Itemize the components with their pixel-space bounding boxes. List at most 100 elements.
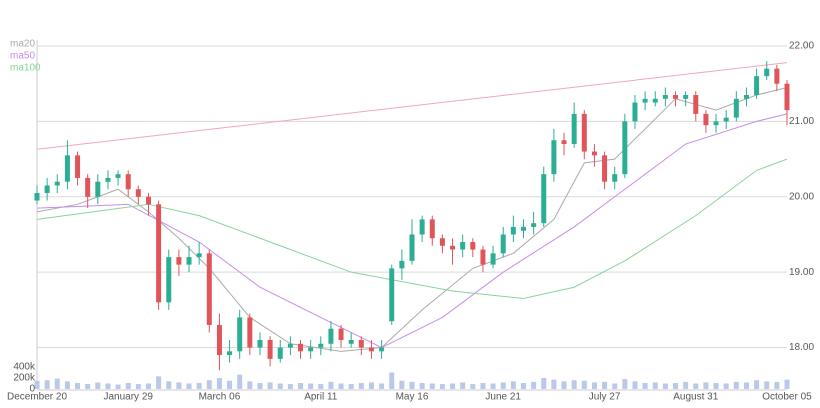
candle-body	[135, 189, 141, 197]
candle-body	[490, 253, 496, 265]
volume-bar	[186, 383, 192, 389]
volume-bar	[673, 382, 679, 389]
legend-entry: ma100	[10, 63, 41, 74]
candle-body	[206, 253, 212, 325]
volume-bar	[510, 381, 516, 389]
candle-body	[75, 155, 81, 178]
candle-body	[145, 196, 151, 205]
volume-bar	[368, 382, 374, 389]
candle-body	[267, 340, 273, 359]
candle-body	[176, 257, 182, 265]
trendline	[36, 62, 788, 150]
volume-bar	[338, 383, 344, 389]
volume-bar	[298, 382, 304, 389]
candle-body	[591, 151, 597, 156]
volume-bar	[176, 382, 182, 389]
candle-body	[500, 234, 506, 254]
candle-body	[64, 155, 70, 182]
candle-body	[743, 95, 749, 99]
volume-bar	[460, 382, 466, 389]
volume-bar	[419, 382, 425, 389]
candle-body	[216, 324, 222, 356]
volume-bar	[703, 382, 709, 389]
volume-bar	[399, 380, 405, 389]
y-tick-label: 21.00	[789, 116, 814, 127]
candle-body	[409, 234, 415, 261]
candle-body	[166, 257, 172, 303]
candle-body	[85, 177, 91, 197]
volume-bar	[551, 379, 557, 389]
volume-bar	[348, 384, 354, 389]
candle-body	[541, 174, 547, 224]
candle-body	[602, 155, 608, 182]
volume-bar	[642, 382, 648, 389]
volume-bar	[429, 383, 435, 389]
candle-body	[662, 95, 668, 99]
volume-bar	[784, 379, 790, 389]
volume-tick-label: 200k	[13, 373, 36, 384]
candle-body	[247, 317, 253, 348]
volume-bar	[541, 378, 547, 389]
candle-body	[348, 340, 354, 344]
volume-bar	[723, 383, 729, 389]
volume-bar	[713, 382, 719, 389]
volume-bar	[379, 383, 385, 389]
volume-bar	[490, 383, 496, 389]
volume-bar	[652, 382, 658, 389]
candle-body	[683, 95, 689, 99]
volume-bar	[85, 384, 91, 389]
volume-bar	[520, 382, 526, 389]
candle-body	[277, 347, 283, 359]
candle-body	[460, 242, 466, 250]
volume-bar	[693, 383, 699, 389]
volume-bar	[581, 380, 587, 389]
volume-bar	[64, 381, 70, 389]
candle-body	[581, 113, 587, 152]
moving-average	[36, 158, 788, 300]
volume-bar	[156, 376, 162, 389]
volume-tick-label: 0	[29, 384, 35, 395]
volume-bar	[328, 381, 334, 389]
volume-bar	[227, 380, 233, 389]
candle-body	[287, 343, 293, 348]
volume-bar	[105, 383, 111, 389]
x-tick-label: July 27	[589, 392, 621, 403]
x-tick-label: March 06	[199, 392, 241, 403]
x-tick-label: October 05	[762, 392, 812, 403]
candle-body	[196, 253, 202, 258]
volume-bar	[470, 384, 476, 389]
volume-bar	[95, 382, 101, 389]
x-tick-label: June 21	[485, 392, 521, 403]
candle-body	[368, 347, 374, 352]
candle-body	[399, 260, 405, 269]
volume-bar	[480, 382, 486, 389]
candle-body	[318, 343, 324, 348]
x-tick-label: April 11	[304, 392, 338, 403]
candle-body	[419, 219, 425, 235]
candle-body	[510, 226, 516, 235]
x-tick-label: August 31	[673, 392, 718, 403]
volume-bar	[358, 382, 364, 389]
x-tick-label: May 16	[396, 392, 429, 403]
volume-bar	[277, 383, 283, 389]
volume-bar	[54, 378, 60, 389]
volume-bar	[237, 374, 243, 389]
candle-body	[693, 95, 699, 114]
volume-bar	[257, 382, 263, 389]
y-tick-label: 20.00	[789, 191, 814, 202]
volume-bar	[216, 378, 222, 389]
volume-bar	[125, 382, 131, 389]
volume-bar	[409, 381, 415, 389]
volume-bar	[450, 383, 456, 389]
volume-bar	[267, 382, 273, 389]
volume-bar	[318, 384, 324, 389]
candle-body	[186, 257, 192, 265]
candle-body	[642, 98, 648, 103]
candle-body	[561, 140, 567, 145]
candle-body	[713, 121, 719, 126]
volume-bar	[683, 381, 689, 389]
x-tick-label: January 29	[103, 392, 153, 403]
candle-body	[612, 174, 618, 182]
candle-body	[298, 343, 304, 352]
volume-bar	[389, 372, 395, 389]
